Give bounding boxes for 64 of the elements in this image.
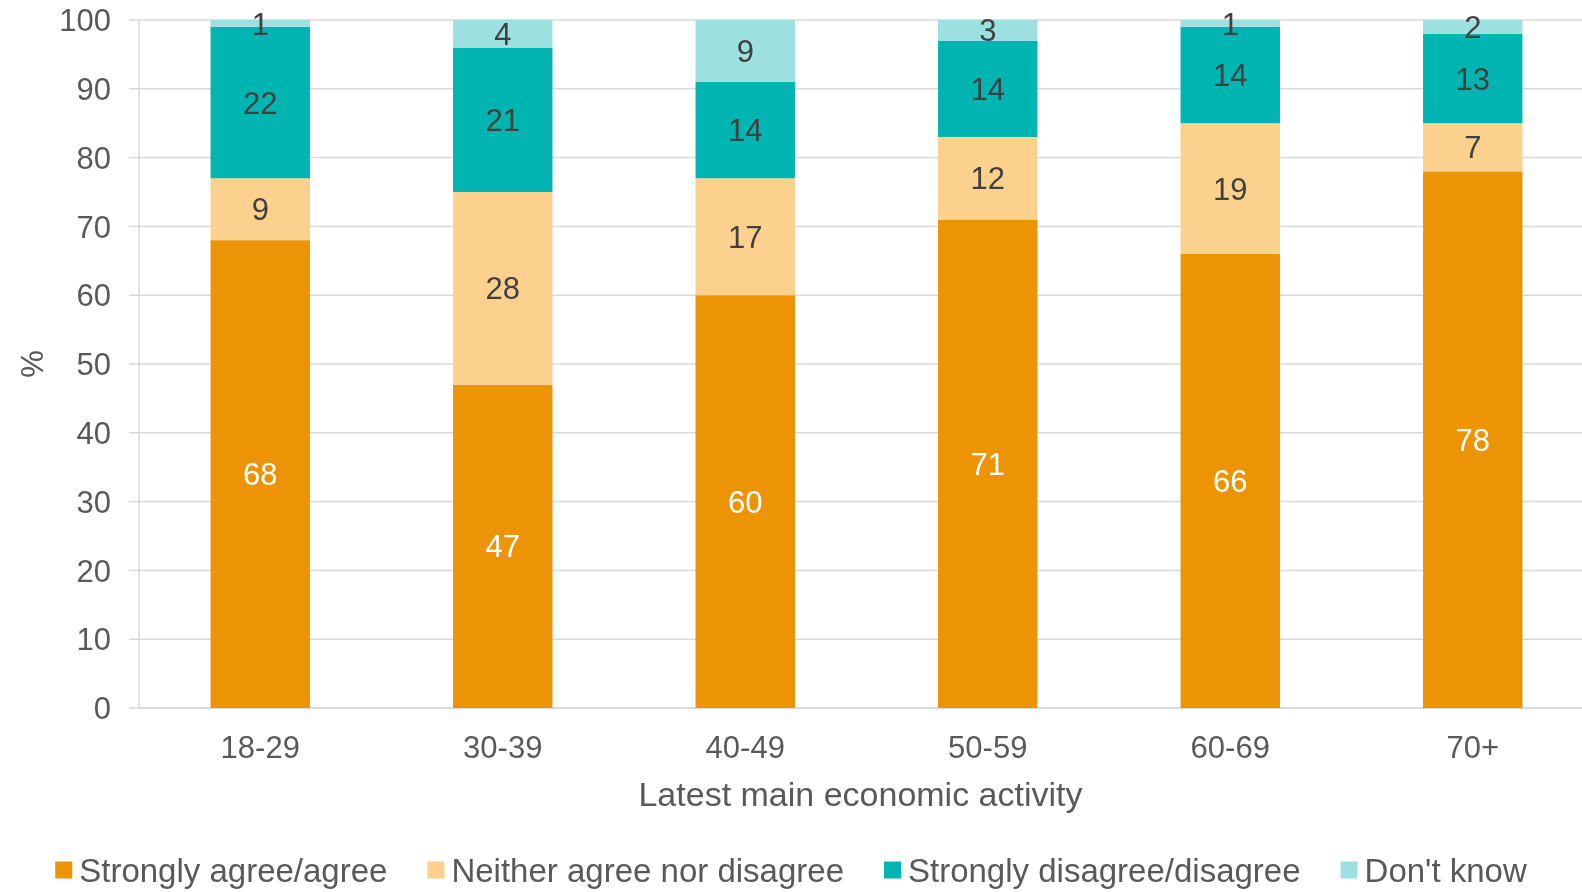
x-tick-label: 40-49	[705, 730, 785, 766]
bar	[695, 81, 795, 179]
y-axis-title: %	[15, 350, 51, 378]
data-label: 13	[1455, 61, 1490, 97]
bar	[210, 178, 310, 241]
x-tick-label: 60-69	[1190, 730, 1270, 766]
data-label: 12	[970, 161, 1005, 197]
x-tick-label: 50-59	[948, 730, 1028, 766]
data-label: 17	[728, 219, 763, 255]
bar	[453, 192, 553, 385]
y-tick-label: 30	[76, 484, 111, 520]
x-tick-label: 18-29	[220, 730, 300, 766]
y-tick-label: 70	[76, 209, 111, 245]
data-label: 14	[970, 71, 1005, 107]
bar	[695, 178, 795, 296]
data-label: 14	[1213, 58, 1248, 94]
y-tick-label: 0	[93, 691, 111, 727]
x-axis-title: Latest main economic activity	[638, 775, 1083, 814]
bar	[1423, 171, 1523, 708]
bar	[695, 295, 795, 708]
data-label: 1	[1221, 6, 1239, 42]
data-label: 78	[1455, 422, 1490, 458]
bar	[210, 240, 310, 708]
data-label: 28	[485, 271, 520, 307]
data-label: 9	[736, 34, 754, 70]
y-tick-label: 10	[76, 622, 111, 658]
y-tick-label: 50	[76, 347, 111, 383]
data-label: 71	[970, 446, 1005, 482]
bar	[938, 20, 1038, 41]
bar	[938, 219, 1038, 708]
data-label: 68	[243, 457, 278, 493]
data-label: 60	[728, 484, 763, 520]
y-tick-label: 90	[76, 71, 111, 107]
y-tick-label: 80	[76, 140, 111, 176]
bar	[1180, 123, 1280, 254]
data-label: 14	[728, 113, 763, 149]
data-label: 1	[251, 6, 269, 42]
data-label: 21	[485, 102, 520, 138]
data-label: 22	[243, 85, 278, 121]
bar	[453, 20, 553, 48]
y-tick-label: 40	[76, 415, 111, 451]
bar	[1180, 253, 1280, 708]
data-label: 19	[1213, 171, 1248, 207]
bar	[695, 20, 795, 82]
legend-label: Neither agree nor disagree	[451, 851, 844, 889]
data-label: 7	[1464, 130, 1482, 166]
data-label: 9	[251, 192, 269, 228]
y-tick-label: 20	[76, 553, 111, 589]
data-label: 47	[485, 529, 520, 565]
data-label: 66	[1213, 464, 1248, 500]
data-label: 3	[979, 13, 997, 49]
legend-label: Don't know	[1364, 851, 1527, 889]
x-tick-label: 30-39	[463, 730, 543, 766]
y-tick-label: 60	[76, 278, 111, 314]
bar	[1423, 123, 1523, 172]
x-tick-label: 70+	[1446, 730, 1500, 766]
legend-label: Strongly agree/agree	[79, 851, 388, 889]
bar	[938, 136, 1038, 220]
data-label: 4	[494, 16, 512, 52]
bar	[453, 47, 553, 192]
bar	[453, 384, 553, 708]
y-tick-label: 100	[59, 3, 111, 39]
legend-label: Strongly disagree/disagree	[907, 851, 1301, 889]
bar	[938, 40, 1038, 137]
